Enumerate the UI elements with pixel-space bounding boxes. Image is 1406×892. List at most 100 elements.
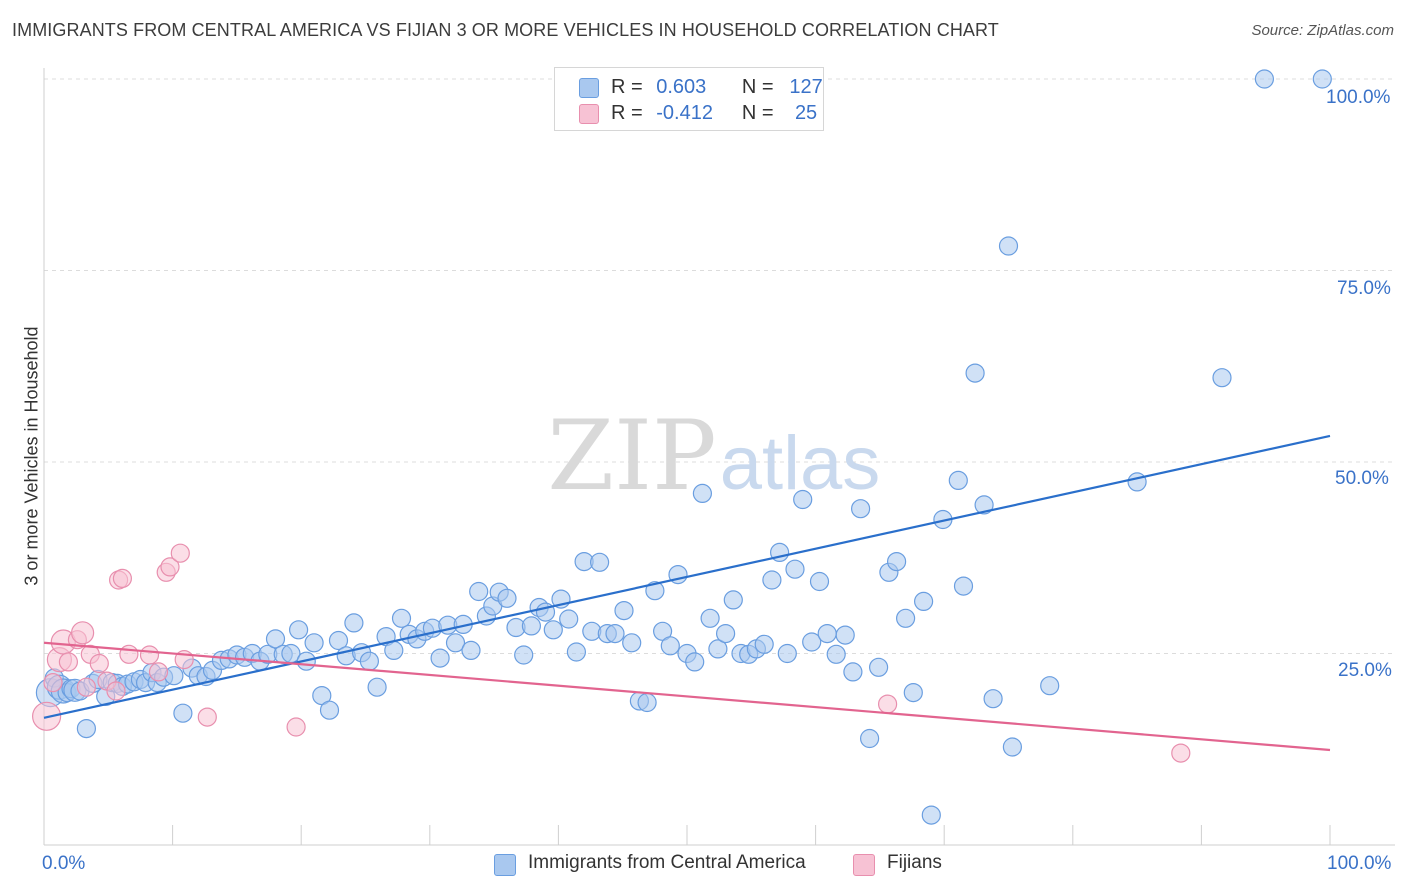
watermark-zip: ZIP <box>547 400 716 512</box>
data-point <box>700 608 720 628</box>
data-point <box>903 682 923 703</box>
data-point <box>543 620 563 640</box>
data-point <box>785 559 805 579</box>
legend-n-value: 25 <box>794 102 818 124</box>
data-point <box>461 640 481 661</box>
data-point <box>974 495 994 515</box>
chart-title: IMMIGRANTS FROM CENTRAL AMERICA VS FIJIA… <box>12 20 999 40</box>
data-point <box>1212 368 1232 388</box>
data-point <box>589 552 610 572</box>
data-point <box>70 621 95 645</box>
data-point <box>850 499 871 519</box>
data-point <box>859 728 880 749</box>
data-point <box>148 662 169 682</box>
data-point <box>328 630 349 651</box>
legend-n-label: N = <box>741 76 774 98</box>
data-point <box>948 470 968 490</box>
data-point <box>998 236 1019 256</box>
data-point <box>119 644 139 664</box>
data-point <box>160 557 180 577</box>
data-point <box>430 648 450 668</box>
data-point <box>754 634 774 654</box>
data-point <box>1127 472 1147 492</box>
data-point <box>645 581 665 601</box>
data-point <box>89 653 109 674</box>
data-point <box>367 677 387 697</box>
data-point <box>514 645 534 665</box>
data-point <box>359 651 379 671</box>
data-point <box>660 636 680 656</box>
data-point <box>895 608 916 628</box>
legend-r-label: R = <box>611 102 643 124</box>
x-tick-label-max: 100.0% <box>1327 853 1392 874</box>
data-point <box>614 600 634 621</box>
data-point <box>793 489 813 510</box>
x-tick-label-min: 0.0% <box>42 853 86 874</box>
data-point <box>1254 69 1275 89</box>
watermark: ZIP atlas <box>547 400 880 512</box>
data-point <box>391 608 412 628</box>
data-point <box>622 633 642 653</box>
data-point <box>304 633 324 653</box>
data-point <box>112 568 133 589</box>
data-point <box>139 645 160 665</box>
legend-label-fijians: Fijians <box>887 852 942 873</box>
trend-line-fijians <box>43 641 1331 752</box>
legend-r-value: 0.603 <box>656 76 707 98</box>
data-point <box>559 609 579 629</box>
legend-r-value: -0.412 <box>656 102 713 124</box>
legend-swatch-pink <box>579 104 599 124</box>
data-point <box>983 689 1003 709</box>
data-point <box>58 652 79 672</box>
data-point <box>521 616 542 636</box>
legend-label-central-america: Immigrants from Central America <box>528 852 806 873</box>
data-point <box>286 717 306 737</box>
data-point <box>843 662 863 682</box>
data-point <box>708 639 728 659</box>
data-point <box>1312 69 1332 89</box>
data-point <box>692 483 713 503</box>
legend-swatch-blue <box>579 78 599 98</box>
series-legend: Immigrants from Central America Fijians <box>0 852 1406 878</box>
data-point <box>265 629 286 649</box>
data-point <box>76 677 97 697</box>
data-point <box>685 652 705 672</box>
y-tick-label-100: 100.0% <box>1326 87 1391 108</box>
data-point <box>497 588 517 608</box>
data-point <box>877 694 898 714</box>
data-point <box>953 576 974 596</box>
data-point <box>723 590 743 610</box>
data-point <box>965 363 985 383</box>
data-point <box>762 570 782 590</box>
data-point <box>886 551 907 572</box>
data-point <box>1002 737 1023 757</box>
data-point <box>469 581 489 602</box>
data-point <box>817 623 837 644</box>
data-point <box>868 657 889 677</box>
data-point <box>170 543 190 563</box>
data-point <box>637 692 657 713</box>
trend-lines <box>43 434 1331 752</box>
data-point <box>445 633 466 653</box>
correlation-legend: R = 0.603 N = 127 R = -0.412 N = 25 <box>554 67 824 131</box>
data-point <box>913 591 934 612</box>
trend-line-central-america <box>43 434 1331 719</box>
legend-n-label: N = <box>741 102 774 124</box>
data-point <box>289 620 309 640</box>
data-point <box>802 632 822 652</box>
data-point <box>1171 743 1191 763</box>
data-point <box>43 672 63 693</box>
data-point <box>777 643 797 664</box>
data-point <box>605 623 625 644</box>
gridlines <box>44 78 1395 654</box>
data-point <box>319 700 340 720</box>
y-tick-label-25: 25.0% <box>1338 660 1392 681</box>
data-point <box>715 623 736 644</box>
data-point <box>76 718 97 739</box>
source-label: Source: ZipAtlas.com <box>1251 22 1394 39</box>
data-point <box>921 805 941 825</box>
legend-swatch-blue <box>494 854 516 876</box>
data-point <box>384 640 404 661</box>
data-point <box>566 642 587 662</box>
